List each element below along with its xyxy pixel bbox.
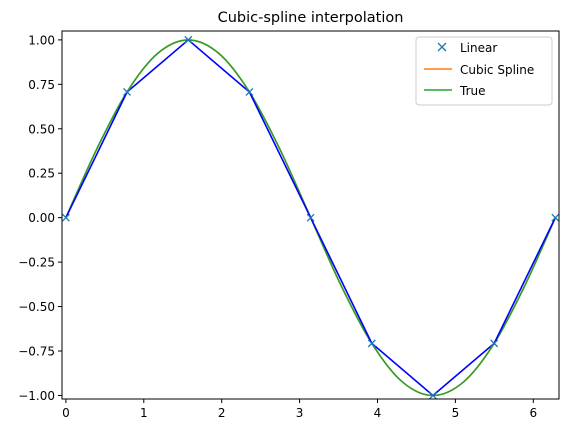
y-tick-label: −0.25 (18, 256, 55, 270)
legend-label-cubic-spline: Cubic Spline (460, 63, 534, 77)
legend-label-linear: Linear (460, 41, 497, 55)
x-tick-label: 1 (140, 406, 148, 420)
x-tick-label: 0 (62, 406, 70, 420)
x-tick-label: 4 (374, 406, 382, 420)
y-tick-label: 1.00 (28, 33, 55, 47)
chart-title: Cubic-spline interpolation (218, 10, 404, 26)
y-tick-label: 0.00 (28, 211, 55, 225)
y-tick-label: 0.50 (28, 122, 55, 136)
y-tick-label: −1.00 (18, 389, 55, 403)
x-tick-label: 6 (529, 406, 537, 420)
x-tick-label: 3 (296, 406, 304, 420)
legend: Linear Cubic Spline True (416, 37, 552, 105)
y-tick-label: −0.50 (18, 300, 55, 314)
legend-label-true: True (459, 84, 486, 98)
y-tick-label: 0.75 (28, 78, 55, 92)
y-tick-label: −0.75 (18, 345, 55, 359)
x-tick-label: 5 (452, 406, 460, 420)
y-tick-label: 0.25 (28, 167, 55, 181)
x-tick-label: 2 (218, 406, 226, 420)
